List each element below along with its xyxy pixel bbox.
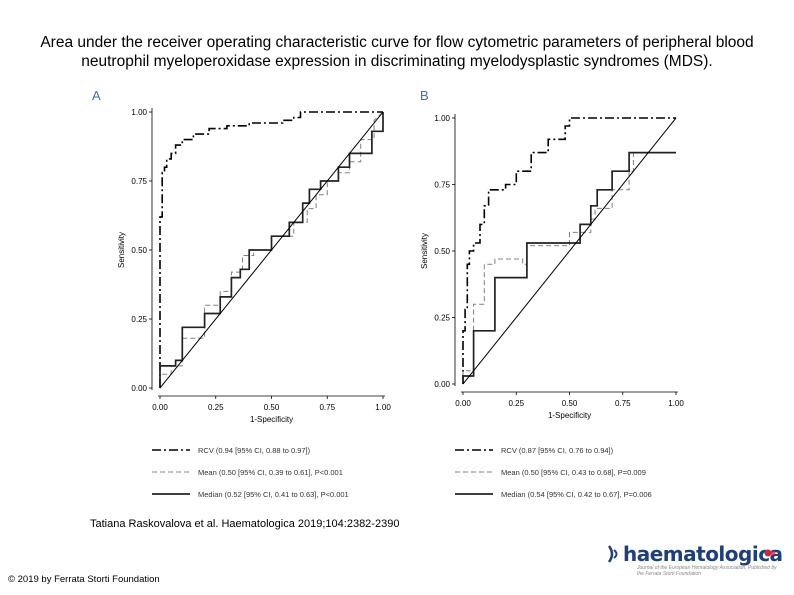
- y-axis-label: Sensitivity: [117, 232, 126, 268]
- x-tick-label: 0.25: [508, 399, 524, 408]
- y-tick-label: 1.00: [131, 108, 147, 117]
- series-line-dashdot: [159, 111, 383, 388]
- citation: Tatiana Raskovalova et al. Haematologica…: [90, 518, 400, 530]
- series-line-solid: [159, 112, 384, 388]
- reference-diagonal-line: [159, 111, 384, 389]
- copyright: © 2019 by Ferrata Storti Foundation: [8, 574, 160, 585]
- y-tick-label: 0.50: [131, 246, 147, 255]
- y-tick-label: 0.50: [434, 247, 450, 256]
- reference-diagonal-line: [462, 117, 677, 385]
- y-tick-label: 0.00: [131, 384, 147, 393]
- x-tick-label: 0.00: [152, 403, 168, 412]
- x-tick-label: 0.00: [455, 399, 471, 408]
- legend-label: RCV (0.87 [95% CI, 0.76 to 0.94]): [501, 446, 614, 455]
- y-tick-label: 1.00: [434, 114, 450, 123]
- series-line-dashed: [159, 111, 384, 388]
- y-axis-label: Sensitivity: [420, 233, 429, 269]
- y-tick-label: 0.25: [131, 315, 147, 324]
- x-tick-label: 0.75: [615, 399, 631, 408]
- legend-label: Median (0.54 [95% CI, 0.42 to 0.67], P=0…: [501, 490, 652, 499]
- panel-letter: B: [420, 88, 429, 103]
- journal-logo: haematologica Journal of the European He…: [605, 540, 785, 580]
- x-tick-label: 1.00: [668, 399, 684, 408]
- slide-title: Area under the receiver operating charac…: [40, 34, 754, 70]
- logo-name: haematologica: [623, 542, 783, 566]
- x-axis-label: 1-Specificity: [548, 411, 591, 420]
- x-tick-label: 0.25: [208, 403, 224, 412]
- x-tick-label: 0.50: [264, 403, 280, 412]
- logo-emblem-icon: [764, 549, 776, 557]
- series-line-dashed: [462, 152, 676, 384]
- legend-label: RCV (0.94 [95% CI, 0.88 to 0.97]): [198, 446, 311, 455]
- roc-panel-b: B 0.00 0.25 0.50 0.75 1.00 0.00 0.25 0.50 0.75 1.0…: [420, 88, 684, 499]
- legend-label: Mean (0.50 [95% CI, 0.43 to 0.68], P=0.0…: [501, 468, 646, 477]
- x-tick-label: 0.75: [319, 403, 335, 412]
- logo-tagline: Journal of the European Hematology Assoc…: [637, 565, 777, 577]
- y-tick-label: 0.75: [131, 177, 147, 186]
- logo-mark-icon: [607, 545, 618, 563]
- panel-letter: A: [92, 88, 101, 103]
- series-line-solid: [462, 151, 676, 384]
- x-tick-label: 1.00: [375, 403, 391, 412]
- series-line-dashdot: [462, 117, 676, 384]
- y-tick-label: 0.00: [434, 380, 450, 389]
- legend-label: Mean (0.50 [95% CI, 0.39 to 0.61], P<0.0…: [198, 468, 343, 477]
- roc-panel-a: A 0.00 0.25 0.50 0.75 1.00 0.00 0.25 0.50 0.75 1.0…: [92, 88, 391, 499]
- legend-label: Median (0.52 [95% CI, 0.41 to 0.63], P<0…: [198, 490, 349, 499]
- x-axis-label: 1-Specificity: [250, 415, 293, 424]
- y-tick-label: 0.75: [434, 181, 450, 190]
- y-tick-label: 0.25: [434, 314, 450, 323]
- x-tick-label: 0.50: [562, 399, 578, 408]
